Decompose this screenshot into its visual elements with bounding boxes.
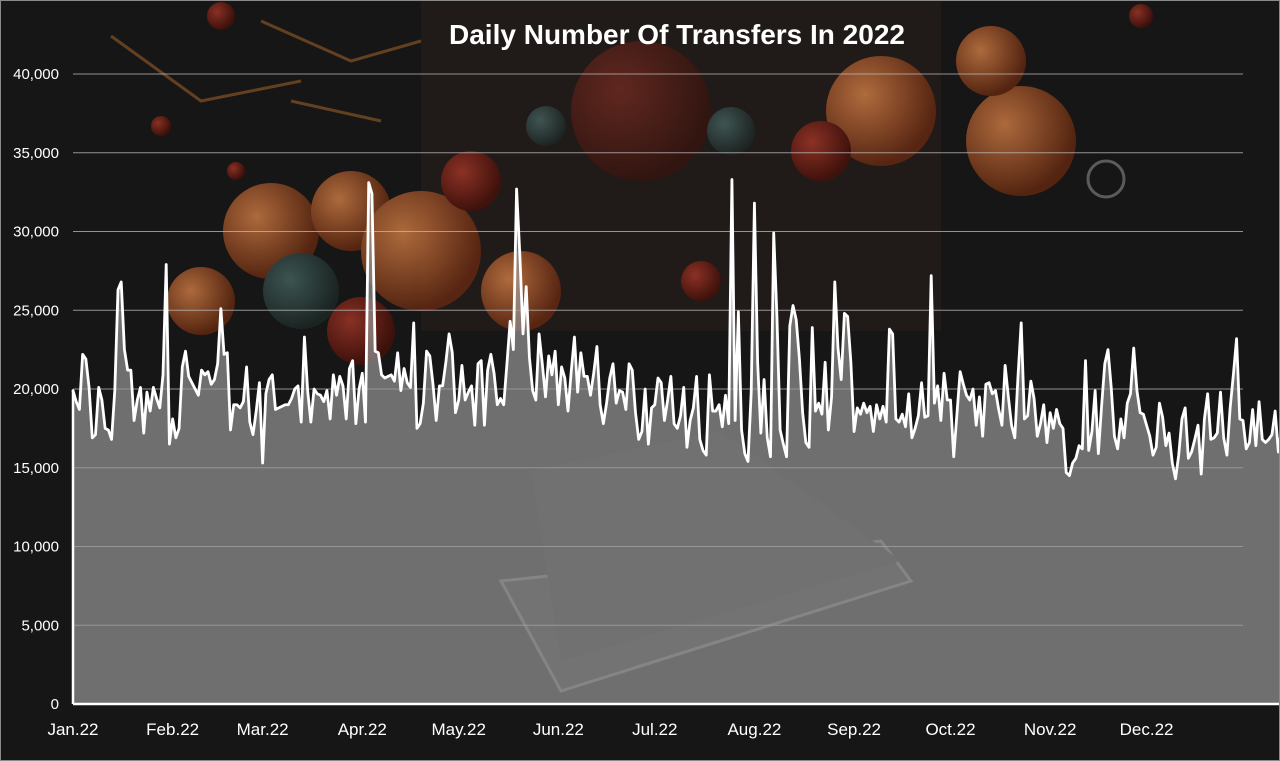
x-tick-label: Nov.22 <box>1024 720 1077 739</box>
x-tick-label: Jul.22 <box>632 720 677 739</box>
y-tick-label: 25,000 <box>13 302 59 319</box>
x-tick-label: Oct.22 <box>925 720 975 739</box>
x-tick-label: Mar.22 <box>237 720 289 739</box>
x-tick-label: Feb.22 <box>146 720 199 739</box>
x-tick-label: May.22 <box>431 720 486 739</box>
x-tick-label: Apr.22 <box>338 720 387 739</box>
x-tick-label: Jun.22 <box>533 720 584 739</box>
x-tick-label: Sep.22 <box>827 720 881 739</box>
x-tick-label: Dec.22 <box>1120 720 1174 739</box>
x-tick-label: Jan.22 <box>47 720 98 739</box>
series-line <box>71 178 1279 481</box>
area-layer <box>73 179 1279 704</box>
series-area <box>73 179 1279 704</box>
x-axis: Jan.22 Feb.22 Mar.22 Apr.22 May.22 Jun.22 Jul.… <box>47 720 1173 739</box>
y-tick-label: 35,000 <box>13 145 59 162</box>
y-tick-label: 20,000 <box>13 381 59 398</box>
y-tick-label: 30,000 <box>13 224 59 241</box>
y-tick-label: 0 <box>51 696 59 713</box>
line-layer <box>71 178 1279 706</box>
chart-title: Daily Number Of Transfers In 2022 <box>449 19 905 50</box>
y-tick-label: 40,000 <box>13 66 59 83</box>
y-axis: 0 5,000 10,000 15,000 20,000 25,000 30,000 35,0… <box>13 66 59 713</box>
y-tick-label: 5,000 <box>21 617 59 634</box>
x-tick-label: Aug.22 <box>727 720 781 739</box>
y-tick-label: 10,000 <box>13 539 59 556</box>
y-tick-label: 15,000 <box>13 460 59 477</box>
